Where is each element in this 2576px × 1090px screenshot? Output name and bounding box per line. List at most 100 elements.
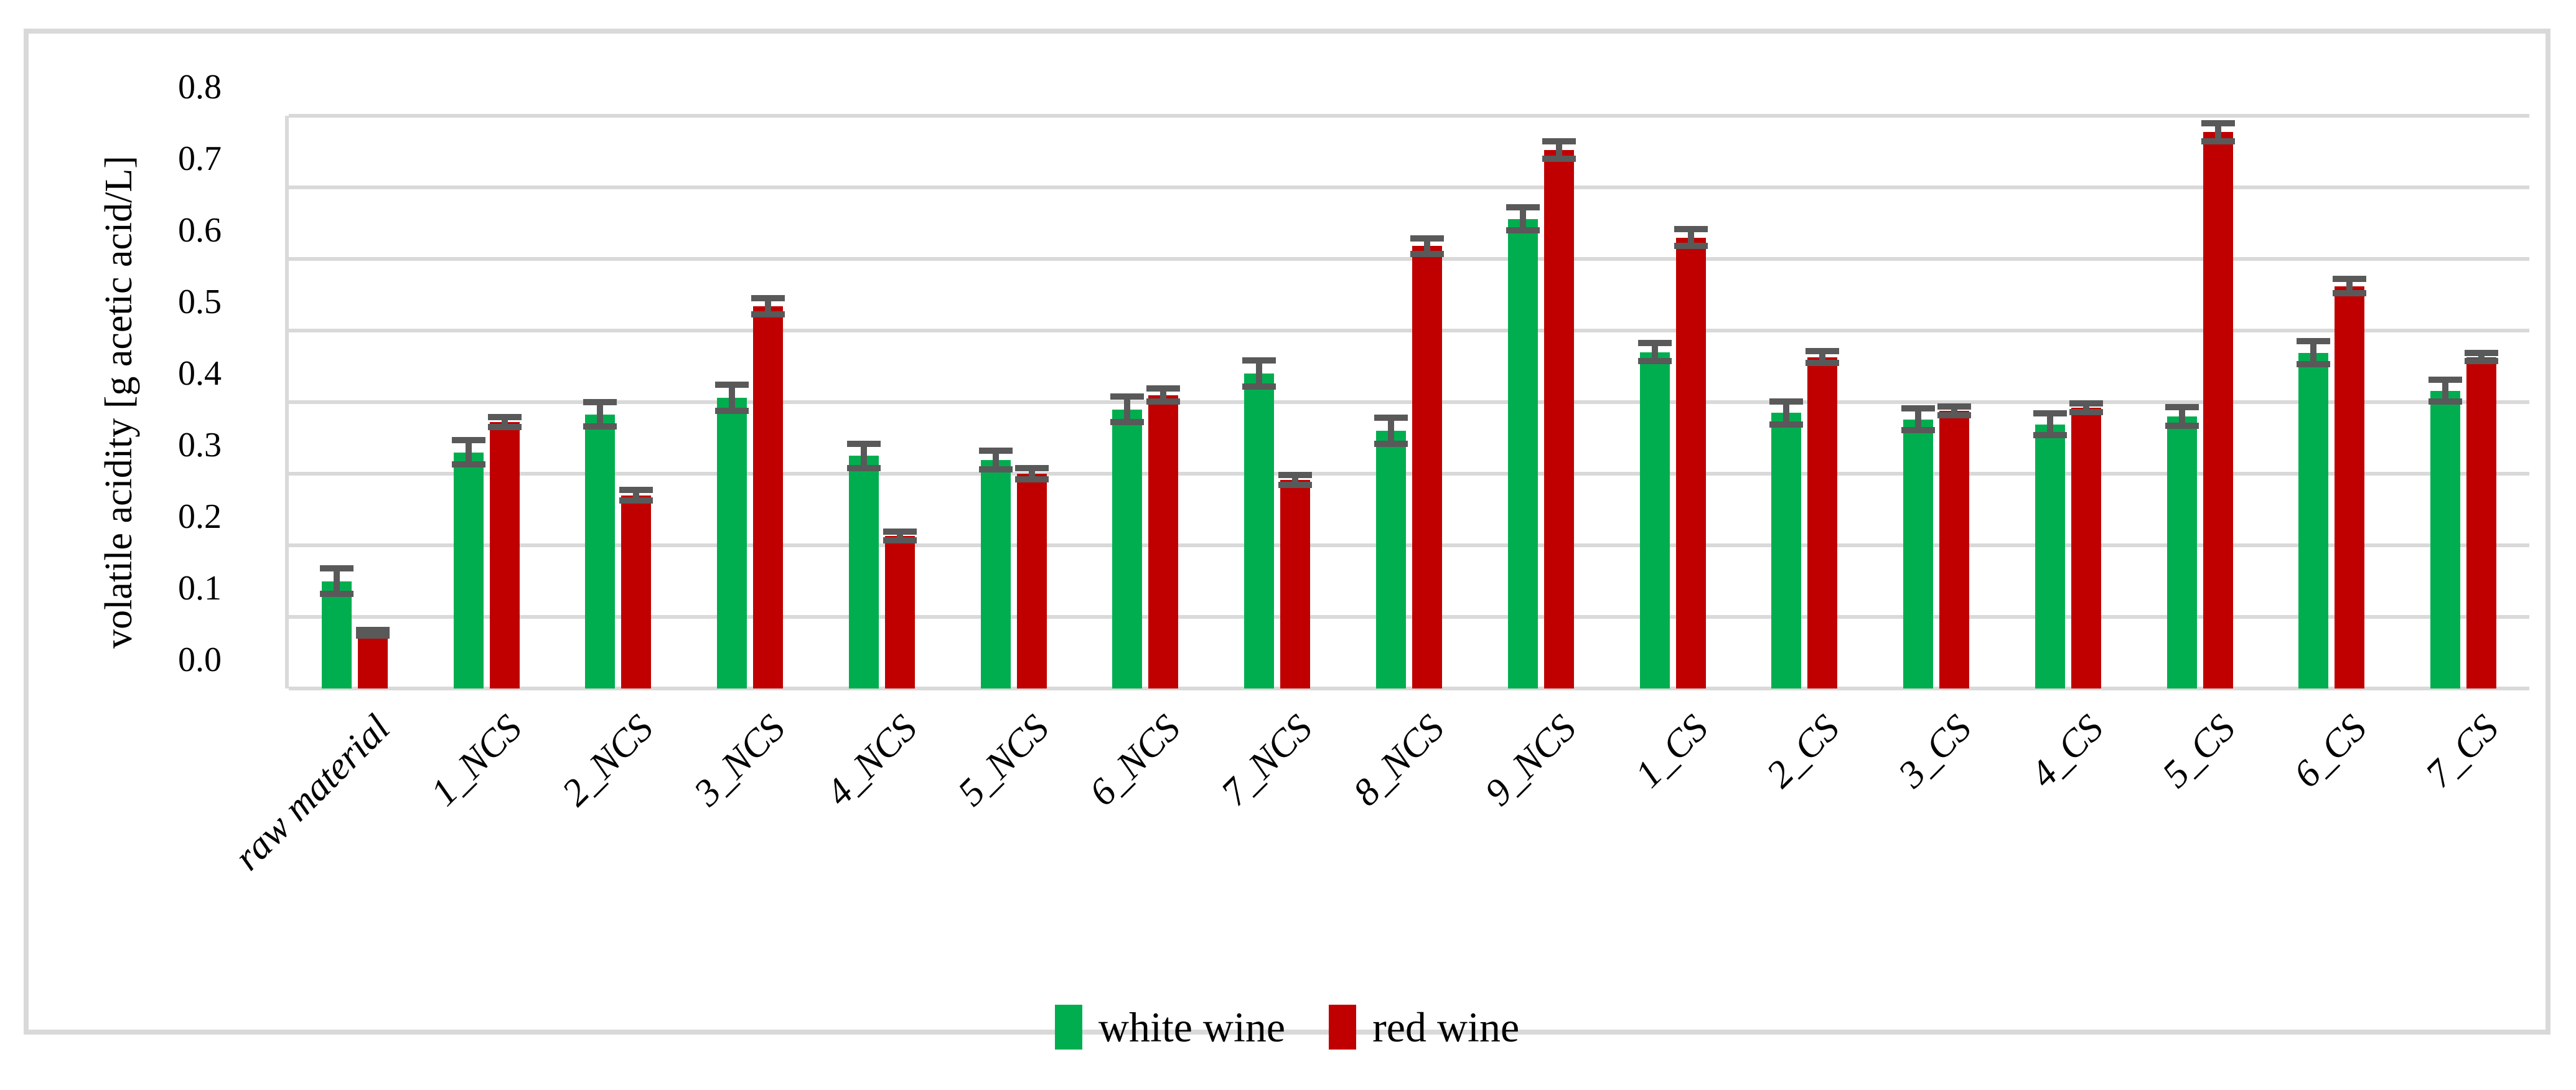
error-bar-cap [1014,476,1049,483]
bar-red-wine-4_CS [2071,408,2101,688]
error-bar [1951,406,1958,415]
bar-red-wine-7_NCS [1280,480,1311,688]
error-bar-cap [978,466,1013,473]
error-bar-cap [2297,338,2331,345]
error-bar [465,439,472,465]
gridline [289,186,2529,189]
legend-item-white-wine: white wine [1054,1002,1285,1052]
error-bar-cap [1901,405,1936,412]
bar-white-wine-6_CS [2298,352,2329,688]
error-bar [729,385,736,411]
bar-white-wine-8_NCS [1376,431,1406,688]
error-bar [2310,341,2317,365]
bar-white-wine-9_NCS [1507,218,1538,688]
error-bar-cap [978,448,1013,454]
error-bar [1555,141,1562,159]
gridline [289,687,2529,690]
error-bar [1124,396,1131,423]
error-bar [1915,408,1922,430]
error-bar-cap [715,407,749,414]
bar-white-wine-3_NCS [717,398,747,688]
error-bar-cap [2465,349,2499,356]
error-bar-cap [1937,411,1972,418]
bar-red-wine-2_CS [1807,357,1838,688]
bar-red-wine-3_NCS [753,306,784,688]
bar-white-wine-5_NCS [980,460,1011,688]
bar-white-wine-1_CS [1639,352,1670,688]
error-bar-cap [2333,276,2367,283]
error-bar-cap [1110,393,1145,400]
error-bar-cap [2165,422,2199,429]
error-bar [860,443,867,468]
error-bar-cap [846,440,881,447]
bar-red-wine-6_NCS [1148,395,1179,688]
error-bar-cap [1242,357,1276,364]
error-bar-cap [1410,235,1444,242]
bar-white-wine-5_CS [2166,416,2197,688]
error-bar-cap [1806,359,1840,366]
error-bar-cap [1769,398,1804,405]
error-bar-cap [487,424,522,431]
error-bar-cap [715,382,749,388]
error-bar [2082,403,2089,413]
bar-white-wine-4_CS [2035,424,2065,688]
error-bar [1819,351,1826,363]
error-bar-cap [1542,138,1576,145]
error-bar-cap [1901,426,1936,433]
error-bar-cap [1542,156,1576,162]
error-bar-cap [2069,409,2103,416]
error-bar [2214,123,2221,142]
y-tick-label: 0.5 [178,283,222,321]
error-bar-cap [1637,358,1672,365]
error-bar-cap [1637,339,1672,346]
y-tick-label: 0.8 [178,68,222,106]
error-bar-cap [1374,415,1408,421]
y-axis-title: volatile acidity [g acetic acid/L] [98,156,140,649]
bar-red-wine-1_NCS [489,422,520,688]
error-bar-cap [1674,243,1708,250]
error-bar-cap [487,414,522,421]
error-bar-cap [619,497,653,504]
error-bar-cap [583,423,617,430]
error-bar-cap [2069,400,2103,407]
gridline [289,472,2529,476]
bar-red-wine-4_NCS [884,536,915,688]
error-bar-cap [1014,464,1049,471]
legend-swatch-white-wine-icon [1054,1005,1082,1050]
error-bar-cap [619,487,653,494]
error-bar-cap [319,565,354,571]
error-bar [1388,418,1394,444]
bar-white-wine-2_CS [1771,413,1802,688]
error-bar-cap [2033,410,2067,417]
error-bar [992,451,999,470]
error-bar-cap [2297,361,2331,368]
error-bar [1519,207,1526,230]
bar-red-wine-5_CS [2203,132,2233,688]
error-bar-cap [883,537,917,543]
legend-swatch-red-wine-icon [1329,1005,1357,1050]
error-bar [633,490,640,500]
bar-red-wine-3_CS [1939,410,1970,688]
error-bar-cap [2165,404,2199,411]
error-bar-cap [2201,138,2235,145]
bar-red-wine-9_NCS [1543,150,1574,688]
error-bar [2478,352,2485,362]
error-bar [1783,401,1790,425]
error-bar [1424,238,1430,254]
bar-white-wine-4_NCS [848,456,879,688]
error-bar-cap [846,464,881,471]
error-bar-cap [1374,440,1408,447]
bar-white-wine-7_NCS [1244,374,1275,688]
error-bar-cap [355,626,390,633]
error-bar-cap [1674,225,1708,232]
error-bar-cap [2033,431,2067,438]
error-bar-cap [751,295,785,302]
error-bar-cap [583,399,617,405]
error-bar [2442,380,2449,402]
bar-white-wine-raw material [321,581,352,688]
error-bar-cap [451,461,485,468]
error-bar-cap [2428,398,2463,405]
gridline [289,400,2529,404]
bar-red-wine-5_NCS [1016,474,1047,688]
gridline [289,257,2529,261]
